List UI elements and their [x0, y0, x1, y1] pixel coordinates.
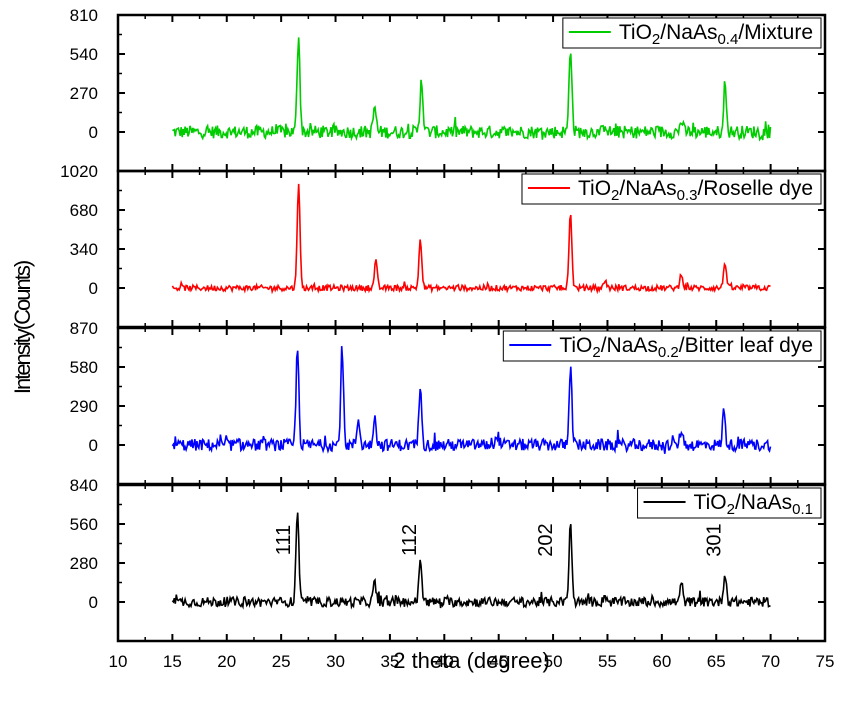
panel-3: 870 580 290 0 TiO2/NaAs0.2/Bitter leaf dye: [70, 319, 827, 486]
y-tick-label: 0: [89, 436, 98, 455]
panel-2: 1020 680 340 0 TiO2/NaAs0.3/Roselle dye: [60, 162, 827, 329]
series-line: [171, 346, 772, 454]
panel-4: 840 560 280 0 TiO2/NaAs0.1 111 112 202 301: [70, 476, 827, 643]
y-tick-label: 290: [70, 397, 98, 416]
legend-box: [502, 330, 822, 362]
legend-label: TiO2/NaAs0.4/Mixture: [619, 21, 813, 48]
y-tick-label: 840: [70, 476, 98, 495]
legend: TiO2/NaAs0.1: [637, 487, 822, 519]
legend-label: TiO2/NaAs0.2/Bitter leaf dye: [559, 334, 813, 361]
peak-label: 202: [535, 523, 557, 556]
x-tick-label: 30: [326, 652, 345, 671]
legend: TiO2/NaAs0.3/Roselle dye: [521, 173, 822, 205]
x-tick-label: 35: [380, 652, 399, 671]
x-tick-label: 65: [707, 652, 726, 671]
y-tick-label: 0: [89, 279, 98, 298]
y-tick-label: 870: [70, 319, 98, 338]
panel-1: 810 540 270 0 TiO2/NaAs0.4/Mixture: [70, 6, 827, 173]
y-tick-label: 340: [70, 240, 98, 259]
x-tick-label: 10: [109, 652, 128, 671]
x-tick-label: 75: [816, 652, 835, 671]
legend-label: TiO2/NaAs0.1: [694, 491, 813, 518]
x-axis-title: 2 theta (degree): [393, 648, 550, 673]
x-tick-label: 25: [272, 652, 291, 671]
peak-label: 301: [704, 523, 726, 556]
y-tick-label: 810: [70, 6, 98, 25]
x-tick-label: 40: [435, 652, 454, 671]
y-axis-title: Intensity(Counts): [10, 261, 35, 394]
y-tick-label: 580: [70, 358, 98, 377]
peak-label: 111: [273, 525, 295, 555]
y-tick-label: 280: [70, 554, 98, 573]
x-tick-label: 20: [217, 652, 236, 671]
y-tick-label: 0: [89, 593, 98, 612]
x-tick-label: 70: [761, 652, 780, 671]
legend-label: TiO2/NaAs0.3/Roselle dye: [578, 177, 813, 204]
x-tick-label: 45: [489, 652, 508, 671]
series-line: [171, 183, 771, 295]
y-tick-label: 540: [70, 45, 98, 64]
panel-frame: [116, 483, 827, 643]
x-tick-label: 60: [652, 652, 671, 671]
y-tick-label: 680: [70, 201, 98, 220]
legend: TiO2/NaAs0.2/Bitter leaf dye: [502, 330, 822, 362]
series-line: [171, 512, 771, 610]
peak-label: 112: [399, 524, 421, 556]
x-tick-label: 55: [598, 652, 617, 671]
x-tick-label: 50: [544, 652, 563, 671]
series-line: [172, 37, 772, 142]
x-tick-label: 15: [163, 652, 182, 671]
legend: TiO2/NaAs0.4/Mixture: [562, 17, 822, 49]
y-tick-label: 1020: [60, 162, 98, 181]
y-tick-label: 270: [70, 84, 98, 103]
y-tick-label: 0: [89, 123, 98, 142]
legend-box: [521, 173, 822, 205]
y-tick-label: 560: [70, 515, 98, 534]
